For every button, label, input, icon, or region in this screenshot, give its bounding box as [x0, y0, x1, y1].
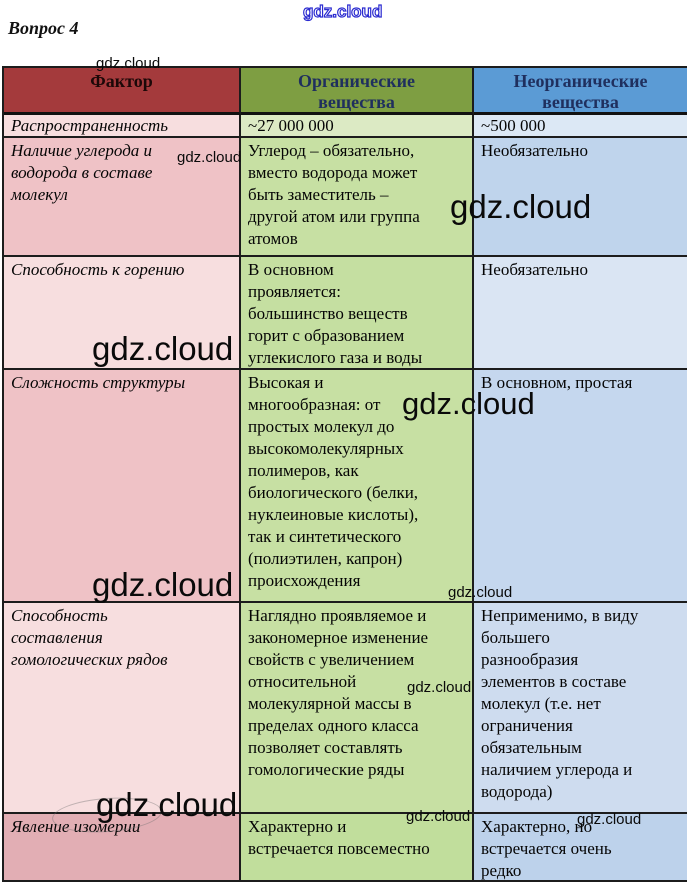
header-cell-organic: Органические вещества — [241, 68, 474, 115]
page-title: Вопрос 4 — [8, 18, 79, 38]
factor-cell: Способность составления гомологических р… — [4, 603, 241, 814]
factor-cell: Наличие углерода и водорода в составе мо… — [4, 138, 241, 257]
organic-cell: Наглядно проявляемое и закономерное изме… — [241, 603, 474, 814]
inorganic-cell: ~500 000 — [474, 115, 687, 138]
watermark-top: gdz.cloud — [302, 1, 383, 21]
header-cell-factor: Фактор — [4, 68, 241, 115]
organic-cell: ~27 000 000 — [241, 115, 474, 138]
inorganic-cell: Характерно, но встречается очень редко — [474, 814, 687, 880]
factor-cell: Сложность структуры — [4, 370, 241, 603]
organic-cell: Высокая и многообразная: от простых моле… — [241, 370, 474, 603]
inorganic-cell: Необязательно — [474, 257, 687, 370]
comparison-table: Фактор Органические вещества Неорганичес… — [2, 66, 687, 882]
inorganic-cell: Необязательно — [474, 138, 687, 257]
inorganic-cell: Неприменимо, в виду большего разнообрази… — [474, 603, 687, 814]
organic-cell: Характерно и встречается повсеместно — [241, 814, 474, 880]
inorganic-cell: В основном, простая — [474, 370, 687, 603]
factor-cell: Распространенность — [4, 115, 241, 138]
header-cell-inorganic: Неорганические вещества — [474, 68, 687, 115]
factor-cell: Способность к горению — [4, 257, 241, 370]
factor-cell: Явление изомерии — [4, 814, 241, 880]
organic-cell: Углерод – обязательно, вместо водорода м… — [241, 138, 474, 257]
organic-cell: В основном проявляется: большинство веще… — [241, 257, 474, 370]
